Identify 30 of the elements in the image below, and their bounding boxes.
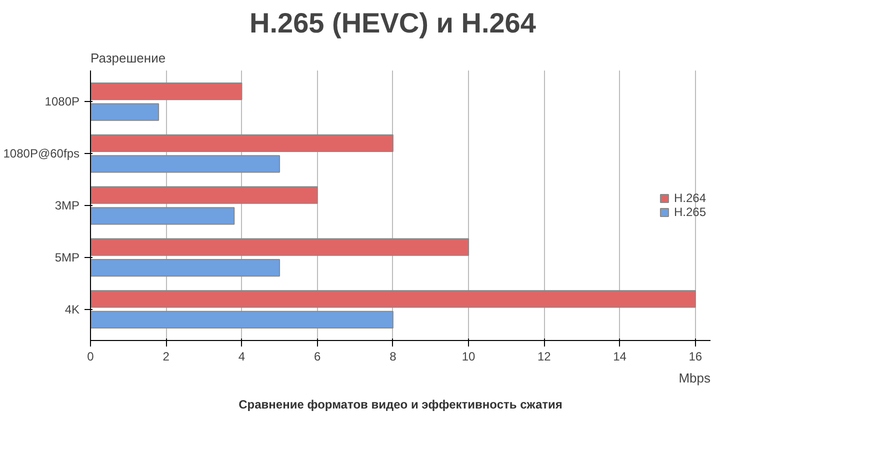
text: Сравнение форматов видео и эффективность сжатия <box>238 398 562 412</box>
legend-label: H.265 <box>674 205 706 219</box>
y-tick-label: 3MP <box>54 198 80 212</box>
x-tick-label: 6 <box>314 350 321 364</box>
x-tick-label: 10 <box>462 350 476 364</box>
x-tick-label: 2 <box>162 350 170 364</box>
bar <box>90 186 318 204</box>
chart-title: H.265 (HEVC) и H.264 <box>250 8 536 38</box>
y-tick-label: 1080P@60fps <box>3 146 80 161</box>
x-tick-label: 12 <box>537 350 552 364</box>
bar <box>90 238 470 256</box>
y-tick-label: 5MP <box>54 250 80 264</box>
bar <box>90 290 696 308</box>
bar <box>90 207 235 225</box>
x-axis-title: Mbps <box>678 370 711 386</box>
x-tick-label: 8 <box>390 350 397 364</box>
bar <box>90 310 394 329</box>
x-tick-label: 4 <box>238 350 246 364</box>
y-tick-label: 4K <box>64 302 80 316</box>
bar <box>90 134 394 152</box>
bar <box>90 259 280 277</box>
y-axis-title: Разрешение <box>90 50 166 66</box>
legend-label: H.264 <box>674 191 706 205</box>
bar <box>90 155 280 173</box>
x-tick-label: 0 <box>87 350 94 364</box>
x-tick-label: 14 <box>613 350 627 364</box>
y-tick-label: 1080P <box>44 94 80 109</box>
bar <box>90 82 242 100</box>
bar <box>90 103 160 121</box>
x-tick-label: 16 <box>688 350 702 364</box>
